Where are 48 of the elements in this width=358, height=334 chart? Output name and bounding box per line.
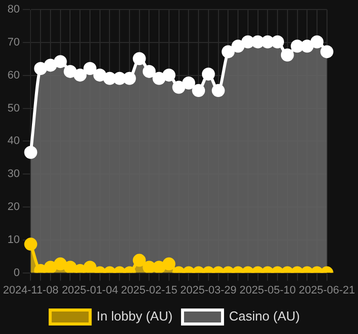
point xyxy=(192,84,206,98)
x-tick-label: 2024-11-08 xyxy=(3,284,58,296)
point xyxy=(212,84,225,98)
point xyxy=(320,45,334,58)
point xyxy=(103,72,116,85)
y-tick-label: 60 xyxy=(7,69,20,82)
point xyxy=(113,72,126,85)
y-tick-label: 0 xyxy=(14,266,20,279)
x-tick-label: 2025-05-10 xyxy=(239,284,296,296)
point xyxy=(132,52,146,66)
x-tick-label: 2025-06-21 xyxy=(298,284,356,296)
point xyxy=(34,62,48,75)
point xyxy=(310,35,324,48)
point xyxy=(142,64,156,78)
point xyxy=(271,35,284,48)
point xyxy=(152,72,166,85)
point xyxy=(182,76,196,90)
point xyxy=(162,68,176,82)
point xyxy=(54,55,67,68)
y-tick-label: 20 xyxy=(7,201,20,214)
point xyxy=(24,146,38,159)
point xyxy=(261,35,274,48)
point xyxy=(241,35,254,48)
point xyxy=(44,58,57,72)
y-tick-label: 80 xyxy=(7,4,20,16)
y-tick-label: 70 xyxy=(7,36,20,49)
point xyxy=(290,40,304,53)
point xyxy=(74,68,87,82)
point xyxy=(122,72,136,85)
x-tick-label: 2025-01-04 xyxy=(62,284,118,296)
point xyxy=(280,48,294,62)
legend-label: In lobby (AU) xyxy=(96,308,173,324)
point xyxy=(300,40,314,53)
x-tick-label: 2025-03-29 xyxy=(180,284,237,296)
point xyxy=(64,64,77,78)
point xyxy=(83,62,96,75)
y-tick-label: 30 xyxy=(7,168,20,180)
point xyxy=(251,35,264,48)
y-tick-label: 10 xyxy=(7,234,20,246)
y-tick-label: 50 xyxy=(7,102,20,114)
point xyxy=(172,80,186,94)
point xyxy=(202,68,215,81)
point xyxy=(222,45,235,58)
x-tick-label: 2025-02-15 xyxy=(121,284,178,296)
y-tick-label: 40 xyxy=(7,135,20,148)
point xyxy=(232,40,245,53)
point xyxy=(93,68,106,82)
legend-label: Casino (AU) xyxy=(229,308,300,324)
